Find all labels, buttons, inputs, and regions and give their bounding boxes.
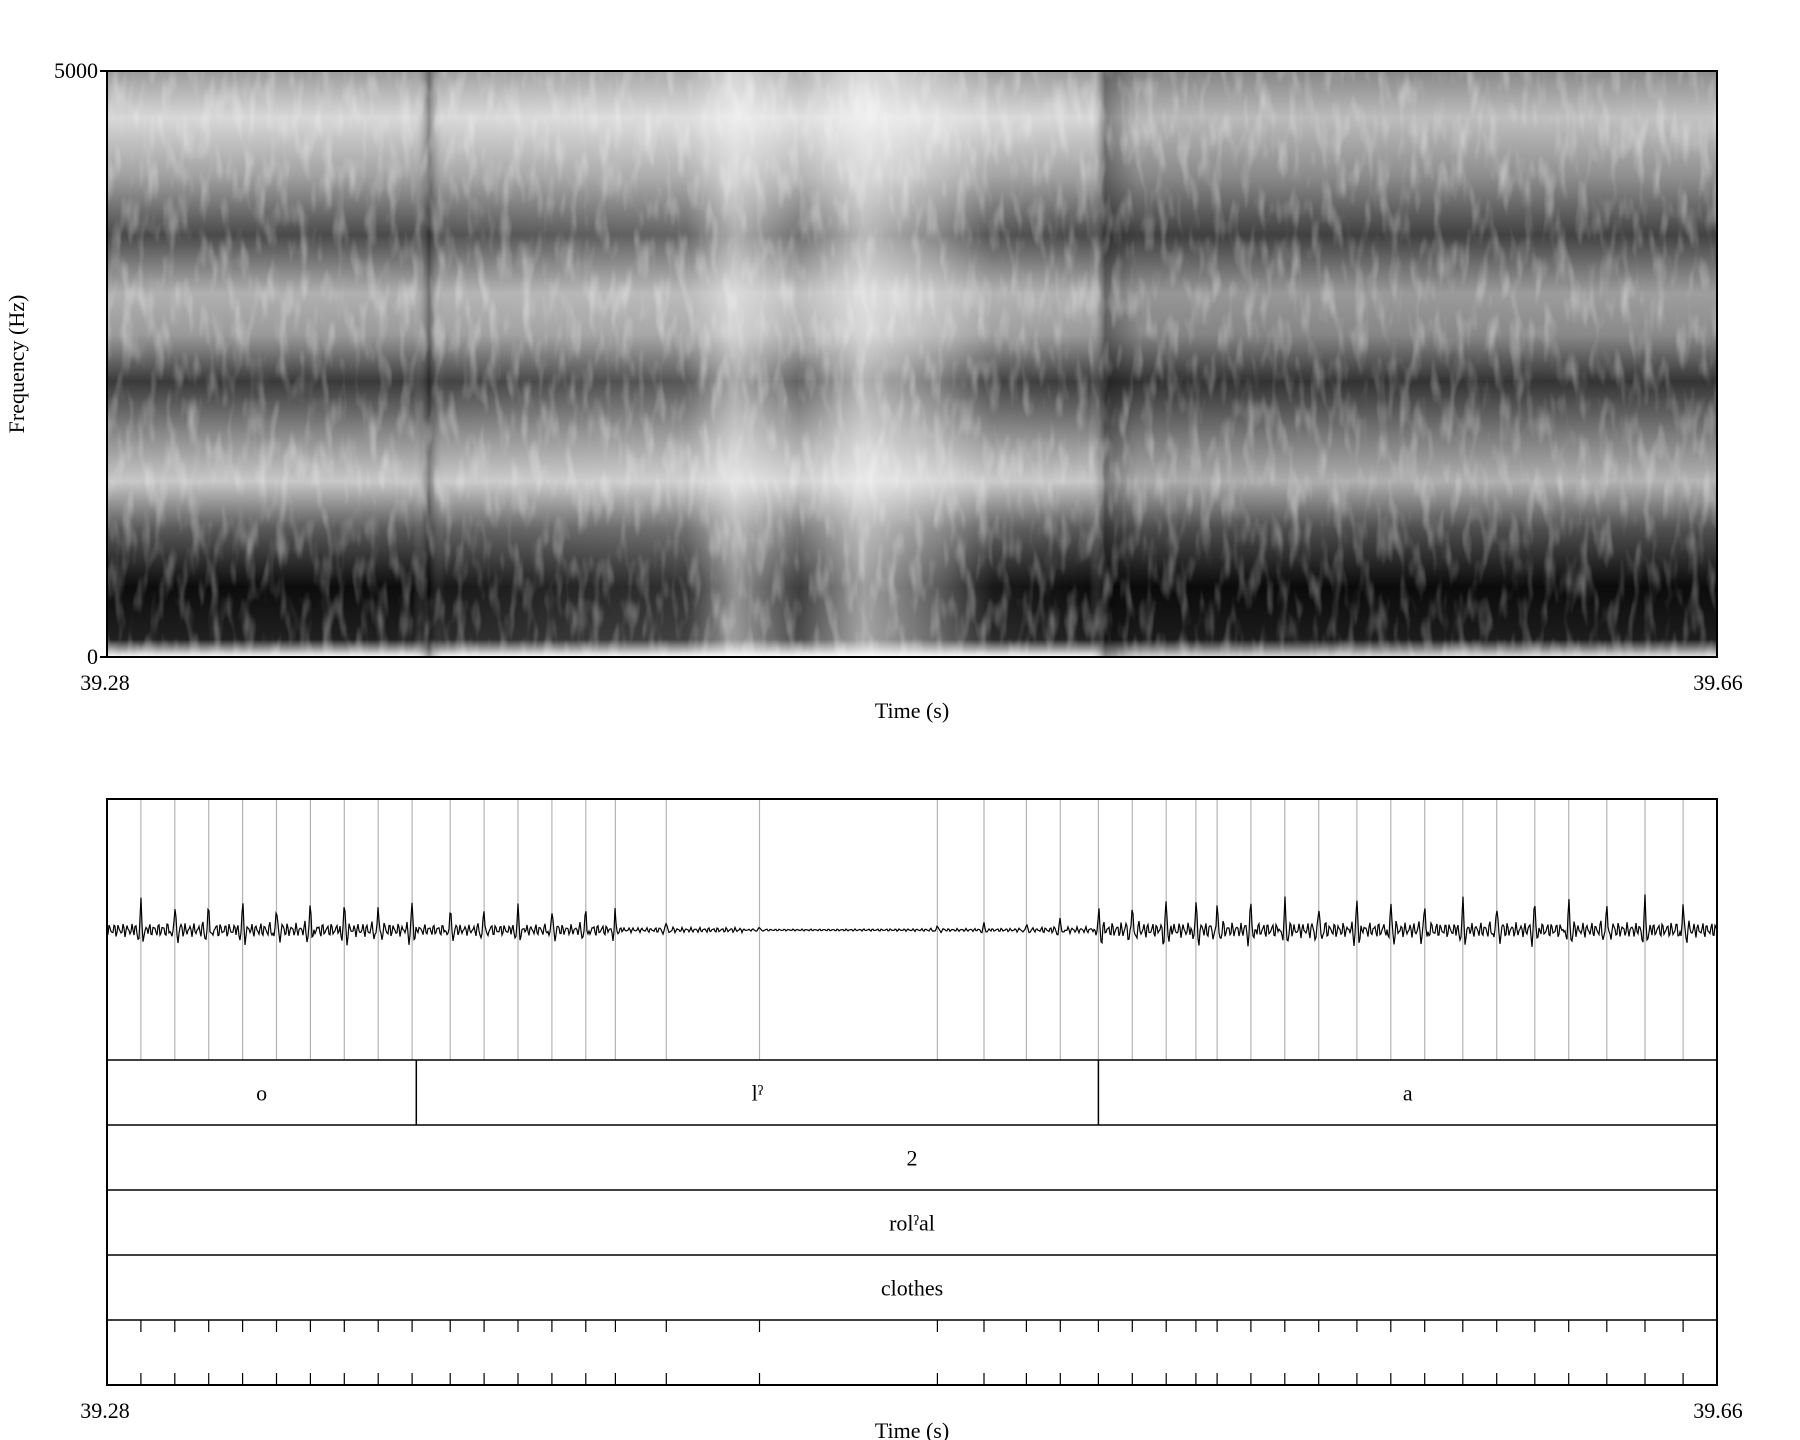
interval-label: o	[256, 1081, 267, 1106]
y-tick-label-min: 0	[87, 644, 98, 669]
x-tick-label-start: 39.28	[80, 670, 130, 695]
x-tick-label-end: 39.66	[1693, 670, 1743, 695]
spectrogram-texture	[107, 71, 1717, 657]
x-tick-label-start-lower: 39.28	[80, 1398, 130, 1423]
x-axis-label: Time (s)	[875, 698, 949, 723]
interval-label: 2	[907, 1146, 918, 1171]
pulse-lines	[140, 800, 1684, 1060]
interval-label: rolˀal	[889, 1211, 935, 1236]
y-tick-label-max: 5000	[54, 58, 98, 83]
x-tick-label-end-lower: 39.66	[1693, 1398, 1743, 1423]
interval-label: clothes	[881, 1276, 943, 1301]
spectrogram-frame	[106, 70, 1718, 658]
waveform-line	[106, 894, 1718, 947]
interval-label: a	[1403, 1081, 1413, 1106]
interval-label: lˀ	[752, 1081, 764, 1106]
x-axis-label-lower: Time (s)	[875, 1418, 949, 1440]
waveform-frame	[106, 798, 1718, 1386]
spectrogram-panel: 5000 0 Frequency (Hz) 39.28 39.66 Time (…	[4, 58, 1743, 723]
y-axis-label: Frequency (Hz)	[4, 295, 29, 434]
waveform-textgrid-panel: o lˀ a 2 rolˀal clothes 39.28 39.66 Time (s)	[80, 798, 1743, 1440]
tier-interval-marks: o lˀ a 2 rolˀal clothes	[256, 1060, 1413, 1301]
textgrid-tiers	[107, 1059, 1717, 1321]
point-tier-ticks	[140, 1320, 1684, 1385]
